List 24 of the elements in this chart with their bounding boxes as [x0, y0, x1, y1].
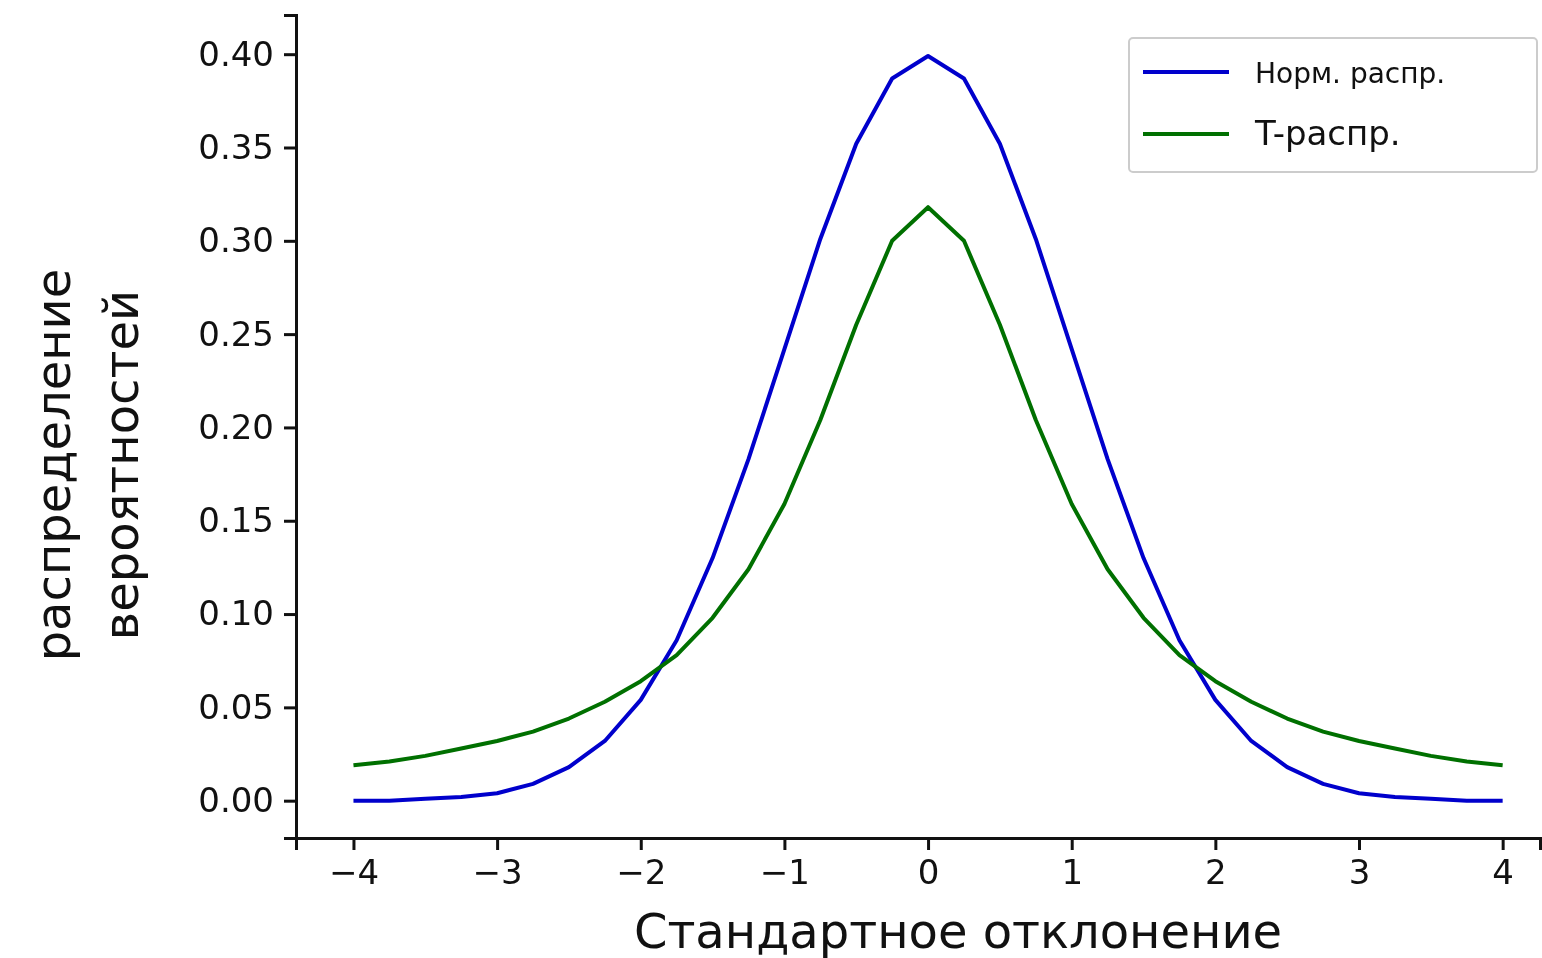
y-tick-label: 0.10 — [198, 593, 274, 634]
x-tick-label: −4 — [328, 852, 380, 893]
x-tick-label: 3 — [1348, 852, 1371, 893]
y-tick-label: 0.30 — [198, 220, 274, 261]
legend-label: Норм. распр. — [1255, 57, 1446, 90]
y-tick-label: 0.15 — [198, 500, 274, 541]
y-tick-label: 0.35 — [198, 126, 274, 167]
y-axis-title: распределение вероятностей — [25, 268, 149, 662]
line-series — [351, 54, 1505, 803]
x-tick-label: −1 — [759, 852, 810, 893]
x-tick-label: −2 — [616, 852, 667, 893]
y-tick-label: 0.25 — [198, 313, 274, 354]
x-tick-label: 0 — [917, 852, 940, 893]
x-tick-label: 1 — [1061, 852, 1084, 893]
x-axis-title: Стандартное отклонение — [633, 903, 1283, 958]
x-tick-label: 4 — [1492, 852, 1514, 893]
y-tick-label: 0.20 — [198, 406, 274, 447]
line-series — [351, 205, 1505, 768]
y-tick-label: 0.05 — [198, 686, 274, 727]
x-tick-label: −3 — [472, 852, 523, 893]
y-tick-label: 0.00 — [198, 780, 274, 821]
y-tick-label: 0.40 — [198, 33, 274, 74]
legend-label: T-распр. — [1254, 113, 1401, 153]
x-tick-label: 2 — [1205, 852, 1227, 893]
